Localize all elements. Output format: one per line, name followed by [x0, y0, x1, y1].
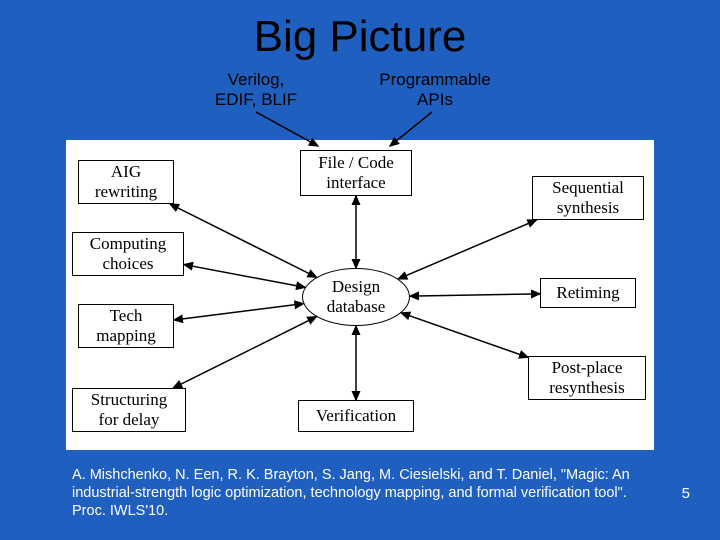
- node-tech: Tech mapping: [78, 304, 174, 348]
- node-postplace: Post-place resynthesis: [528, 356, 646, 400]
- top-label-left: Verilog,EDIF, BLIF: [196, 70, 316, 111]
- node-verification: Verification: [298, 400, 414, 432]
- node-file_code: File / Code interface: [300, 150, 412, 196]
- citation-text: A. Mishchenko, N. Een, R. K. Brayton, S.…: [72, 466, 632, 520]
- node-computing: Computing choices: [72, 232, 184, 276]
- node-design_db: Design database: [302, 268, 410, 326]
- top-label-right: ProgrammableAPIs: [365, 70, 505, 111]
- slide-title: Big Picture: [0, 12, 720, 62]
- node-sequential: Sequential synthesis: [532, 176, 644, 220]
- node-retiming: Retiming: [540, 278, 636, 308]
- node-structuring: Structuring for delay: [72, 388, 186, 432]
- node-aig: AIG rewriting: [78, 160, 174, 204]
- page-number: 5: [682, 485, 690, 502]
